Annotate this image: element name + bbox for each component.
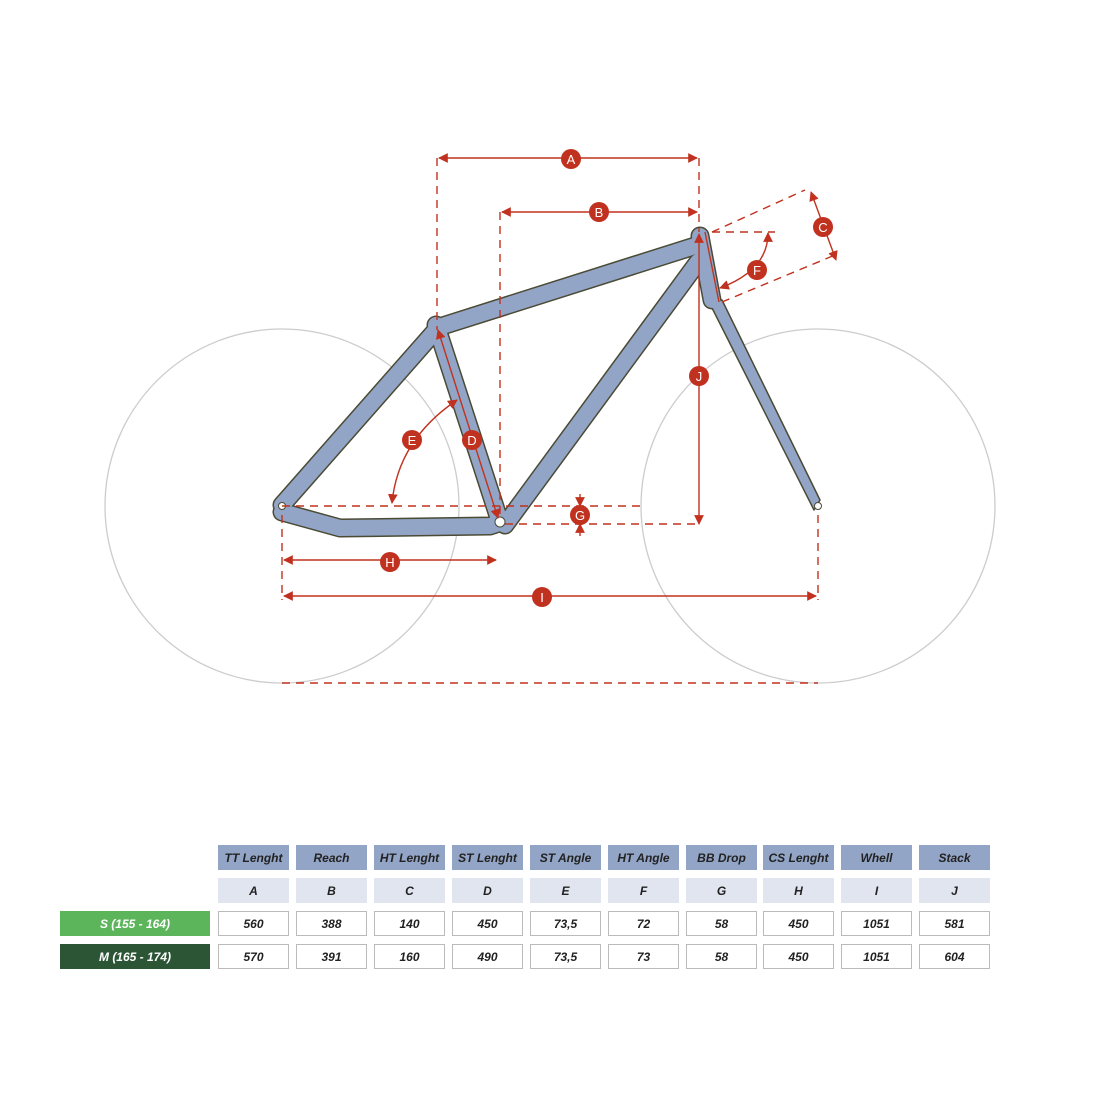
column-letter: I (841, 878, 912, 903)
column-letter: E (530, 878, 601, 903)
size-label: S (155 - 164) (60, 911, 210, 936)
svg-text:F: F (753, 263, 761, 278)
table-cell: 570 (218, 944, 289, 969)
size-label: M (165 - 174) (60, 944, 210, 969)
label-h: H (380, 552, 400, 572)
svg-text:A: A (567, 152, 576, 167)
column-letter: A (218, 878, 289, 903)
column-header: HT Angle (608, 845, 679, 870)
label-e: E (402, 430, 422, 450)
table-cell: 450 (452, 911, 523, 936)
table-cell: 604 (919, 944, 990, 969)
table-cell: 388 (296, 911, 367, 936)
svg-text:I: I (540, 590, 544, 605)
table-cell: 73 (608, 944, 679, 969)
table-cell: 581 (919, 911, 990, 936)
svg-text:D: D (467, 433, 476, 448)
table-cell: 72 (608, 911, 679, 936)
column-letter: H (763, 878, 834, 903)
table-cell: 140 (374, 911, 445, 936)
column-header: Whell (841, 845, 912, 870)
column-letter: J (919, 878, 990, 903)
table-cell: 1051 (841, 911, 912, 936)
dimension-labels: A B C D E F G H I J (380, 149, 833, 607)
column-header: ST Angle (530, 845, 601, 870)
table-cell: 58 (686, 911, 757, 936)
label-g: G (570, 505, 590, 525)
svg-text:G: G (575, 508, 585, 523)
column-header: ST Lenght (452, 845, 523, 870)
column-header: TT Lenght (218, 845, 289, 870)
column-header: Reach (296, 845, 367, 870)
label-j: J (689, 366, 709, 386)
label-d: D (462, 430, 482, 450)
column-header: Stack (919, 845, 990, 870)
bike-frame (272, 226, 822, 538)
svg-text:C: C (818, 220, 827, 235)
svg-text:H: H (385, 555, 394, 570)
label-b: B (589, 202, 609, 222)
table-cell: 450 (763, 911, 834, 936)
column-letter: G (686, 878, 757, 903)
label-a: A (561, 149, 581, 169)
column-letter: C (374, 878, 445, 903)
table-cell: 73,5 (530, 944, 601, 969)
label-i: I (532, 587, 552, 607)
column-header: HT Lenght (374, 845, 445, 870)
column-letter: F (608, 878, 679, 903)
table-cell: 58 (686, 944, 757, 969)
table-cell: 490 (452, 944, 523, 969)
svg-text:J: J (696, 369, 703, 384)
label-c: C (813, 217, 833, 237)
svg-text:E: E (408, 433, 417, 448)
column-header: CS Lenght (763, 845, 834, 870)
table-cell: 160 (374, 944, 445, 969)
table-cell: 391 (296, 944, 367, 969)
table-cell: 450 (763, 944, 834, 969)
table-cell: 73,5 (530, 911, 601, 936)
column-letter: D (452, 878, 523, 903)
column-header: BB Drop (686, 845, 757, 870)
column-letter: B (296, 878, 367, 903)
table-cell: 1051 (841, 944, 912, 969)
label-f: F (747, 260, 767, 280)
table-cell: 560 (218, 911, 289, 936)
svg-text:B: B (595, 205, 604, 220)
bike-geometry-diagram: A B C D E F G H I J (104, 149, 996, 684)
